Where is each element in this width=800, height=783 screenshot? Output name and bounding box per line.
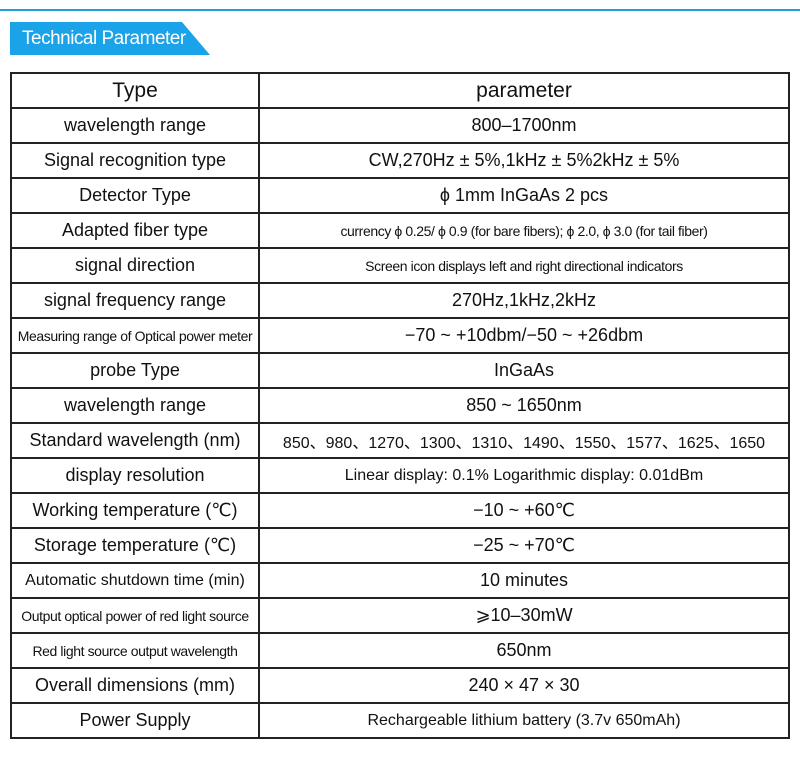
table-row: Output optical power of red light source… xyxy=(10,597,790,634)
parameter-cell: Screen icon displays left and right dire… xyxy=(258,247,790,284)
type-cell: Detector Type xyxy=(10,177,260,214)
type-cell: wavelength range xyxy=(10,387,260,424)
table-row: display resolution Linear display: 0.1% L… xyxy=(10,457,790,494)
table-row: Standard wavelength (nm) 850、980、1270、130… xyxy=(10,422,790,459)
parameter-cell: −70 ~ +10dbm/−50 ~ +26dbm xyxy=(258,317,790,354)
type-cell: signal frequency range xyxy=(10,282,260,319)
parameter-cell: Rechargeable lithium battery (3.7v 650mA… xyxy=(258,702,790,739)
table-row: Storage temperature (℃) −25 ~ +70℃ xyxy=(10,527,790,564)
type-cell: signal direction xyxy=(10,247,260,284)
type-cell: wavelength range xyxy=(10,107,260,144)
table-row: Adapted fiber type currency ϕ 0.25/ ϕ 0.9… xyxy=(10,212,790,249)
parameter-cell: −25 ~ +70℃ xyxy=(258,527,790,564)
table-row: Power Supply Rechargeable lithium battery… xyxy=(10,702,790,739)
section-tag: Technical Parameter xyxy=(10,22,210,55)
table-row: signal direction Screen icon displays lef… xyxy=(10,247,790,284)
parameter-cell: −10 ~ +60℃ xyxy=(258,492,790,529)
type-cell: Automatic shutdown time (min) xyxy=(10,562,260,599)
top-rule xyxy=(0,9,800,11)
table-row: probe Type InGaAs xyxy=(10,352,790,389)
type-cell: Power Supply xyxy=(10,702,260,739)
parameter-cell: 240 × 47 × 30 xyxy=(258,667,790,704)
parameter-cell: 650nm xyxy=(258,632,790,669)
table-row: Working temperature (℃) −10 ~ +60℃ xyxy=(10,492,790,529)
table-row: Red light source output wavelength 650nm xyxy=(10,632,790,669)
parameter-table: Type parameter wavelength range 800–1700n… xyxy=(10,72,790,739)
table-row: Detector Type ϕ 1mm InGaAs 2 pcs xyxy=(10,177,790,214)
parameter-cell: 270Hz,1kHz,2kHz xyxy=(258,282,790,319)
type-cell: Overall dimensions (mm) xyxy=(10,667,260,704)
parameter-cell: 850 ~ 1650nm xyxy=(258,387,790,424)
type-cell: Red light source output wavelength xyxy=(10,632,260,669)
type-cell: display resolution xyxy=(10,457,260,494)
parameter-cell: 10 minutes xyxy=(258,562,790,599)
type-cell: Working temperature (℃) xyxy=(10,492,260,529)
table-row: wavelength range 800–1700nm xyxy=(10,107,790,144)
table-row: Overall dimensions (mm) 240 × 47 × 30 xyxy=(10,667,790,704)
parameter-cell: ϕ 1mm InGaAs 2 pcs xyxy=(258,177,790,214)
header-cell: Type xyxy=(10,72,260,109)
parameter-cell: InGaAs xyxy=(258,352,790,389)
type-cell: Signal recognition type xyxy=(10,142,260,179)
table-row: wavelength range 850 ~ 1650nm xyxy=(10,387,790,424)
table-row: Signal recognition type CW,270Hz ± 5%,1kH… xyxy=(10,142,790,179)
parameter-cell: Linear display: 0.1% Logarithmic display… xyxy=(258,457,790,494)
header-row: Type parameter xyxy=(10,72,790,109)
type-cell: Output optical power of red light source xyxy=(10,597,260,634)
parameter-cell: CW,270Hz ± 5%,1kHz ± 5%2kHz ± 5% xyxy=(258,142,790,179)
parameter-cell: 850、980、1270、1300、1310、1490、1550、1577、16… xyxy=(258,422,790,459)
table-row: Automatic shutdown time (min) 10 minutes xyxy=(10,562,790,599)
type-cell: Storage temperature (℃) xyxy=(10,527,260,564)
parameter-cell: currency ϕ 0.25/ ϕ 0.9 (for bare fibers)… xyxy=(258,212,790,249)
type-cell: Measuring range of Optical power meter xyxy=(10,317,260,354)
type-cell: Standard wavelength (nm) xyxy=(10,422,260,459)
table-row: signal frequency range 270Hz,1kHz,2kHz xyxy=(10,282,790,319)
table-row: Measuring range of Optical power meter −7… xyxy=(10,317,790,354)
parameter-cell: ⩾10–30mW xyxy=(258,597,790,634)
parameter-cell: 800–1700nm xyxy=(258,107,790,144)
type-cell: probe Type xyxy=(10,352,260,389)
type-cell: Adapted fiber type xyxy=(10,212,260,249)
header-cell: parameter xyxy=(258,72,790,109)
